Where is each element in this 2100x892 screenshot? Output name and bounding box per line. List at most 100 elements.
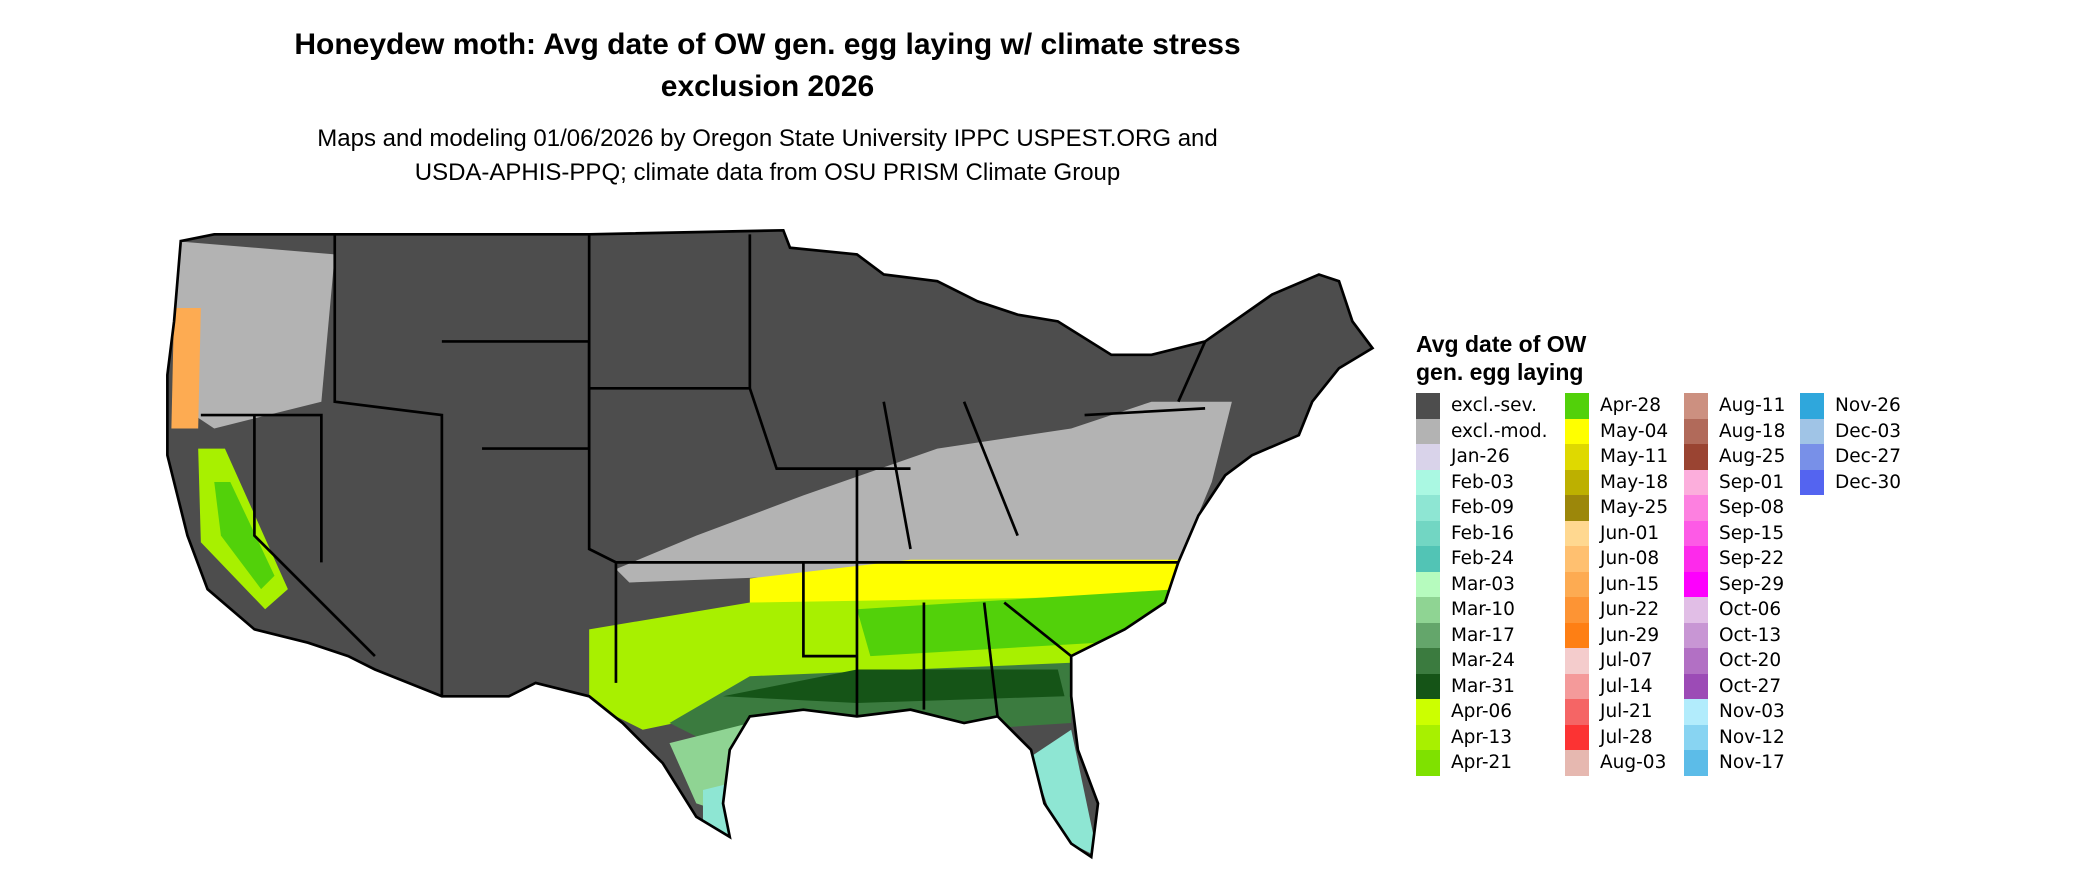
legend-label: Jun-22 — [1600, 599, 1660, 621]
legend-swatch — [1800, 418, 1824, 444]
legend-swatch — [1800, 393, 1824, 419]
boundary-line — [589, 386, 911, 470]
legend-label: Jul-07 — [1600, 650, 1653, 672]
legend-item: May-04 — [1565, 418, 1669, 444]
legend-label: Jun-15 — [1600, 573, 1660, 595]
legend-item: Nov-12 — [1684, 724, 1785, 750]
legend-label: Mar-24 — [1451, 650, 1515, 672]
legend-item: Aug-18 — [1684, 418, 1786, 444]
legend-item: Dec-27 — [1800, 444, 1901, 470]
legend-item: Jun-29 — [1565, 622, 1660, 648]
legend-item: Oct-13 — [1684, 622, 1781, 648]
legend-item: Jul-14 — [1565, 673, 1653, 699]
legend-item: Sep-01 — [1684, 469, 1785, 495]
legend-label: Sep-15 — [1719, 522, 1785, 544]
legend-item: Jun-08 — [1565, 546, 1659, 572]
legend-label: Dec-27 — [1835, 446, 1902, 468]
legend-label: Aug-03 — [1600, 752, 1667, 774]
legend-label: May-04 — [1600, 420, 1669, 442]
legend-swatch — [1416, 750, 1440, 776]
legend-swatch — [1565, 520, 1589, 546]
legend-swatch — [1416, 597, 1440, 623]
legend-label: Feb-03 — [1451, 471, 1514, 493]
legend-swatch — [1565, 699, 1589, 725]
legend-label: Aug-18 — [1719, 420, 1786, 442]
legend-item: Apr-13 — [1416, 724, 1513, 750]
legend-title: Avg date of OW gen. egg laying — [1416, 330, 1586, 386]
legend-item: Nov-26 — [1800, 393, 1901, 419]
legend-label: Jun-29 — [1600, 624, 1660, 646]
legend-swatch — [1684, 495, 1708, 521]
legend-item: Mar-24 — [1416, 648, 1515, 674]
legend-swatch — [1416, 495, 1440, 521]
legend-label: Feb-16 — [1451, 522, 1514, 544]
legend-label: Mar-03 — [1451, 573, 1515, 595]
legend-label: Apr-28 — [1600, 395, 1662, 417]
legend-item: Sep-29 — [1684, 571, 1785, 597]
legend-swatch — [1684, 750, 1708, 776]
zone-jun-15-coast — [171, 307, 201, 429]
legend-item: Oct-27 — [1684, 673, 1781, 699]
state-boundaries — [166, 228, 1374, 859]
legend-item: Jul-28 — [1565, 724, 1653, 750]
legend-item: Nov-17 — [1684, 750, 1785, 776]
zone-excl-mod — [615, 401, 1232, 583]
legend-item: Apr-21 — [1416, 750, 1512, 776]
legend-label: Mar-10 — [1451, 599, 1515, 621]
legend-label: Feb-09 — [1451, 497, 1514, 519]
legend-label: Jun-01 — [1600, 522, 1660, 544]
legend-label: Sep-01 — [1719, 471, 1785, 493]
legend-swatch — [1684, 418, 1708, 444]
legend-swatch — [1416, 724, 1440, 750]
legend-swatch — [1416, 546, 1440, 572]
legend-swatch — [1684, 546, 1708, 572]
legend-swatch — [1416, 648, 1440, 674]
legend-item: May-11 — [1565, 444, 1668, 470]
legend-swatch — [1416, 571, 1440, 597]
legend-item: Mar-03 — [1416, 571, 1515, 597]
boundary-line — [982, 602, 999, 717]
legend-swatch — [1416, 444, 1440, 470]
map-title: Honeydew moth: Avg date of OW gen. egg l… — [0, 24, 1535, 108]
legend-item: Dec-30 — [1800, 469, 1901, 495]
legend-label: Apr-21 — [1451, 752, 1513, 774]
legend-item: Dec-03 — [1800, 418, 1901, 444]
legend-swatch — [1416, 469, 1440, 495]
legend-swatch — [1800, 444, 1824, 470]
legend-item: Jul-07 — [1565, 648, 1653, 674]
legend-swatch — [1684, 571, 1708, 597]
legend-label: Jul-14 — [1600, 675, 1653, 697]
legend-item: Aug-11 — [1684, 393, 1785, 419]
legend-item: Sep-22 — [1684, 546, 1784, 572]
legend-swatch — [1684, 520, 1708, 546]
legend-title-line-1: Avg date of OW — [1416, 331, 1587, 357]
legend-label: Sep-29 — [1719, 573, 1785, 595]
legend-label: Jul-21 — [1600, 701, 1653, 723]
boundary-line — [1084, 407, 1206, 417]
boundary-line — [615, 561, 857, 658]
legend-label: Mar-17 — [1451, 624, 1515, 646]
legend-swatch — [1684, 444, 1708, 470]
legend-item: excl.-mod. — [1416, 418, 1548, 444]
legend-label: Apr-13 — [1451, 726, 1513, 748]
legend-label: excl.-sev. — [1451, 395, 1537, 417]
legend-swatch — [1684, 597, 1708, 623]
legend-label: Feb-24 — [1451, 548, 1514, 570]
legend-item: Jul-21 — [1565, 699, 1653, 725]
boundary-line — [253, 415, 376, 658]
legend-label: Mar-31 — [1451, 675, 1515, 697]
legend-swatch — [1565, 469, 1589, 495]
legend-swatch — [1565, 750, 1589, 776]
legend-item: Mar-17 — [1416, 622, 1515, 648]
legend-swatch — [1565, 418, 1589, 444]
legend-item: Sep-15 — [1684, 520, 1785, 546]
legend-label: May-25 — [1600, 497, 1669, 519]
zone-feb-09 — [1031, 729, 1098, 857]
legend-label: Nov-03 — [1719, 701, 1785, 723]
legend-label: May-11 — [1600, 446, 1669, 468]
zone-apr-28-ca — [214, 482, 275, 590]
legend-swatch — [1565, 648, 1589, 674]
legend-item: Oct-06 — [1684, 597, 1781, 623]
legend-swatch — [1684, 673, 1708, 699]
